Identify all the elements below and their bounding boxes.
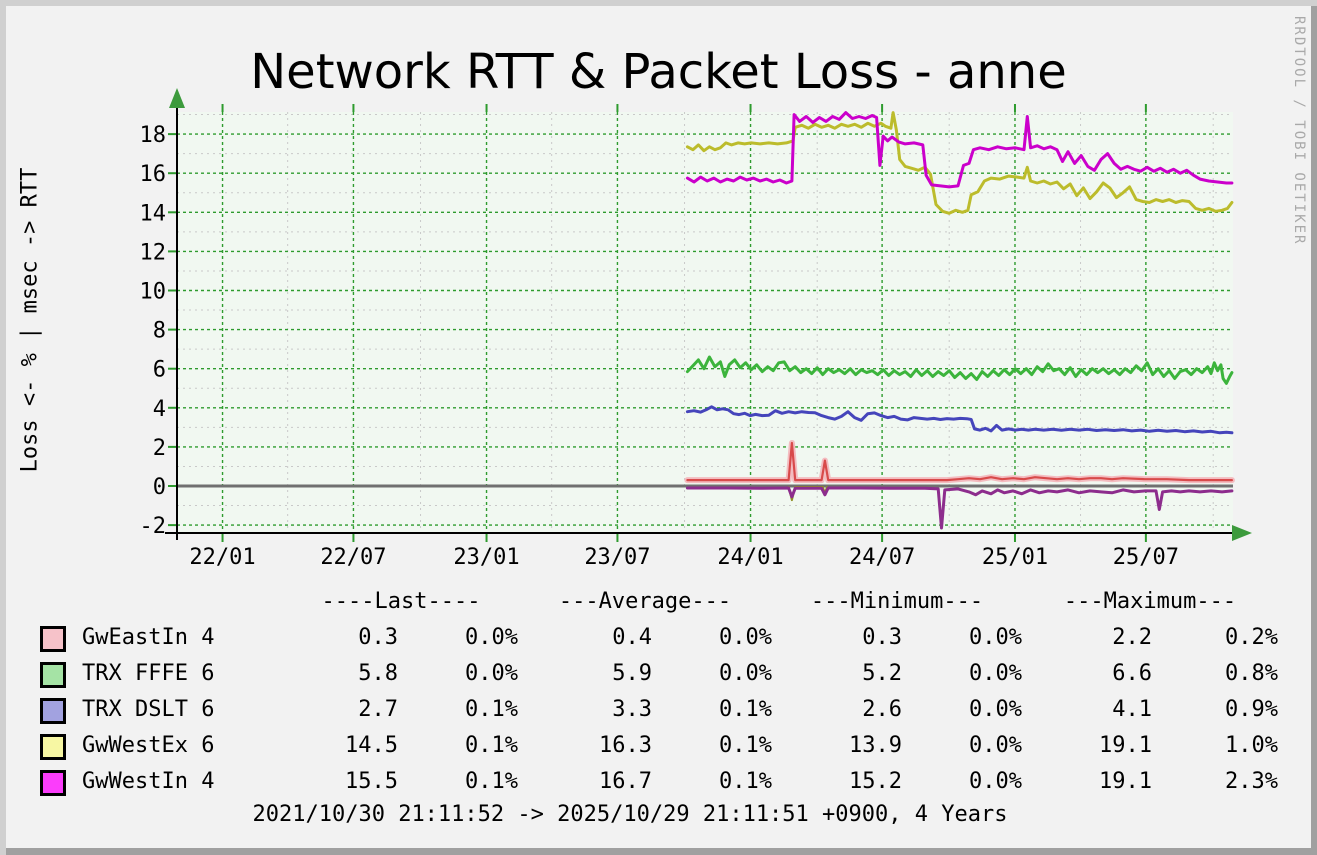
legend-stat-value: 5.2 — [862, 661, 902, 686]
legend-stat-value: 13.9 — [849, 733, 902, 758]
series-rtt-gweastin-line — [686, 441, 1233, 482]
legend-row: TRX FFFE 6 5.8 0.0% 5.9 0.0% 5.2 0.0% 6.6 0.8% — [40, 656, 1286, 692]
legend-stat-value: 4.1 — [1112, 697, 1152, 722]
series-rtt-gwwestex-line — [685, 111, 1234, 215]
time-range-footer: 2021/10/30 21:11:52 -> 2025/10/29 21:11:… — [252, 802, 1008, 827]
series-color-swatch — [40, 698, 66, 724]
legend-stat-value: 5.8 — [358, 661, 398, 686]
legend-stat-value: 14.5 — [345, 733, 398, 758]
legend-stat-value: 0.1% — [465, 769, 518, 794]
legend-stat-value: 3.3 — [612, 697, 652, 722]
legend-stat-value: 0.0% — [969, 733, 1022, 758]
series-color-swatch — [40, 734, 66, 760]
y-axis-arrow — [169, 88, 185, 108]
legend-stat-value: 0.0% — [969, 769, 1022, 794]
legend-stat-value: 0.0% — [465, 661, 518, 686]
chart-title: Network RTT & Packet Loss - anne — [250, 44, 1067, 100]
legend-stat-value: 0.0% — [969, 625, 1022, 650]
series-name: GwWestEx 6 — [82, 733, 215, 758]
legend-stat-value: 0.3 — [862, 625, 902, 650]
x-tick-label: 23/01 — [453, 545, 519, 570]
series-rtt-trxdslt-line — [685, 405, 1234, 435]
legend-stat-value: 15.2 — [849, 769, 902, 794]
legend-stat-value: 0.0% — [719, 625, 772, 650]
y-tick-label: 4 — [153, 397, 166, 422]
x-tick-label: 24/01 — [717, 545, 783, 570]
x-tick-label: 22/01 — [189, 545, 255, 570]
series-color-swatch — [40, 662, 66, 688]
legend-row: GwEastIn 4 0.3 0.0% 0.4 0.0% 0.3 0.0% 2.2 0.2% — [40, 620, 1286, 656]
legend-stat-value: 2.7 — [358, 697, 398, 722]
legend-stat-value: 0.1% — [719, 697, 772, 722]
legend-stat-value: 0.1% — [719, 733, 772, 758]
legend-row: GwWestIn 4 15.5 0.1% 16.7 0.1% 15.2 0.0% 19.1 2.… — [40, 764, 1286, 800]
series-name: TRX FFFE 6 — [82, 661, 215, 686]
legend-stat-value: 1.0% — [1225, 733, 1278, 758]
x-tick-label: 23/07 — [584, 545, 650, 570]
legend-stat-value: 0.1% — [465, 697, 518, 722]
y-tick-label: 8 — [153, 319, 166, 344]
legend-stat-value: 2.2 — [1112, 625, 1152, 650]
rrdtool-watermark: RRDTOOL / TOBI OETIKER — [1291, 16, 1307, 246]
legend-stat-value: 0.1% — [465, 733, 518, 758]
series-loss-gwwestin-line — [685, 486, 1234, 530]
legend-stat-value: 0.8% — [1225, 661, 1278, 686]
x-tick-label: 22/07 — [320, 545, 386, 570]
legend-stat-value: 5.9 — [612, 661, 652, 686]
y-tick-label: 12 — [140, 240, 167, 265]
legend-stat-value: 15.5 — [345, 769, 398, 794]
y-tick-label: 10 — [140, 280, 167, 305]
legend-stat-value: 0.4 — [612, 625, 652, 650]
y-tick-label: 2 — [153, 436, 166, 461]
legend-stat-value: 2.6 — [862, 697, 902, 722]
legend-stat-value: 6.6 — [1112, 661, 1152, 686]
series-rtt-gwwestin-line — [685, 111, 1234, 189]
legend-stat-value: 19.1 — [1099, 733, 1152, 758]
legend-stat-value: 0.9% — [1225, 697, 1278, 722]
legend-header-row: ----Last---- ---Average--- ---Minimum--- --… — [40, 584, 1286, 620]
x-tick-label: 25/01 — [982, 545, 1048, 570]
legend-stat-value: 0.0% — [969, 661, 1022, 686]
x-tick-label: 24/07 — [849, 545, 915, 570]
legend-column-header: ----Last---- — [321, 589, 481, 614]
series-name: TRX DSLT 6 — [82, 697, 215, 722]
legend-stat-value: 0.0% — [969, 697, 1022, 722]
legend-row: TRX DSLT 6 2.7 0.1% 3.3 0.1% 2.6 0.0% 4.1 0.9% — [40, 692, 1286, 728]
legend-stat-value: 0.3 — [358, 625, 398, 650]
series-name: GwEastIn 4 — [82, 625, 215, 650]
y-tick-label: 6 — [153, 358, 166, 383]
y-tick-label: 16 — [140, 162, 167, 187]
series-name: GwWestIn 4 — [82, 769, 215, 794]
legend-stat-value: 2.3% — [1225, 769, 1278, 794]
series-rtt-trxfffe-line — [685, 355, 1234, 385]
legend-stat-value: 0.2% — [1225, 625, 1278, 650]
legend-stat-value: 0.0% — [719, 661, 772, 686]
y-tick-label: 18 — [140, 123, 167, 148]
legend-stat-value: 16.7 — [599, 769, 652, 794]
legend-stat-value: 16.3 — [599, 733, 652, 758]
series-color-swatch — [40, 770, 66, 796]
y-tick-label: 14 — [140, 201, 167, 226]
y-tick-label: 0 — [153, 475, 166, 500]
x-axis-arrow — [1232, 525, 1252, 541]
legend-column-header: ---Maximum--- — [1063, 589, 1237, 614]
legend-row: GwWestEx 6 14.5 0.1% 16.3 0.1% 13.9 0.0% 19.1 1.… — [40, 728, 1286, 764]
y-axis-label: Loss <- % | msec -> RTT — [17, 167, 43, 473]
legend-table: ----Last---- ---Average--- ---Minimum--- --… — [40, 584, 1286, 800]
legend-stat-value: 0.0% — [465, 625, 518, 650]
y-tick-label: -2 — [140, 514, 167, 539]
x-tick-label: 25/07 — [1113, 545, 1179, 570]
legend-stat-value: 0.1% — [719, 769, 772, 794]
series-color-swatch — [40, 626, 66, 652]
legend-column-header: ---Minimum--- — [810, 589, 984, 614]
plot-area — [177, 112, 1233, 533]
legend-column-header: ---Average--- — [558, 589, 732, 614]
legend-stat-value: 19.1 — [1099, 769, 1152, 794]
